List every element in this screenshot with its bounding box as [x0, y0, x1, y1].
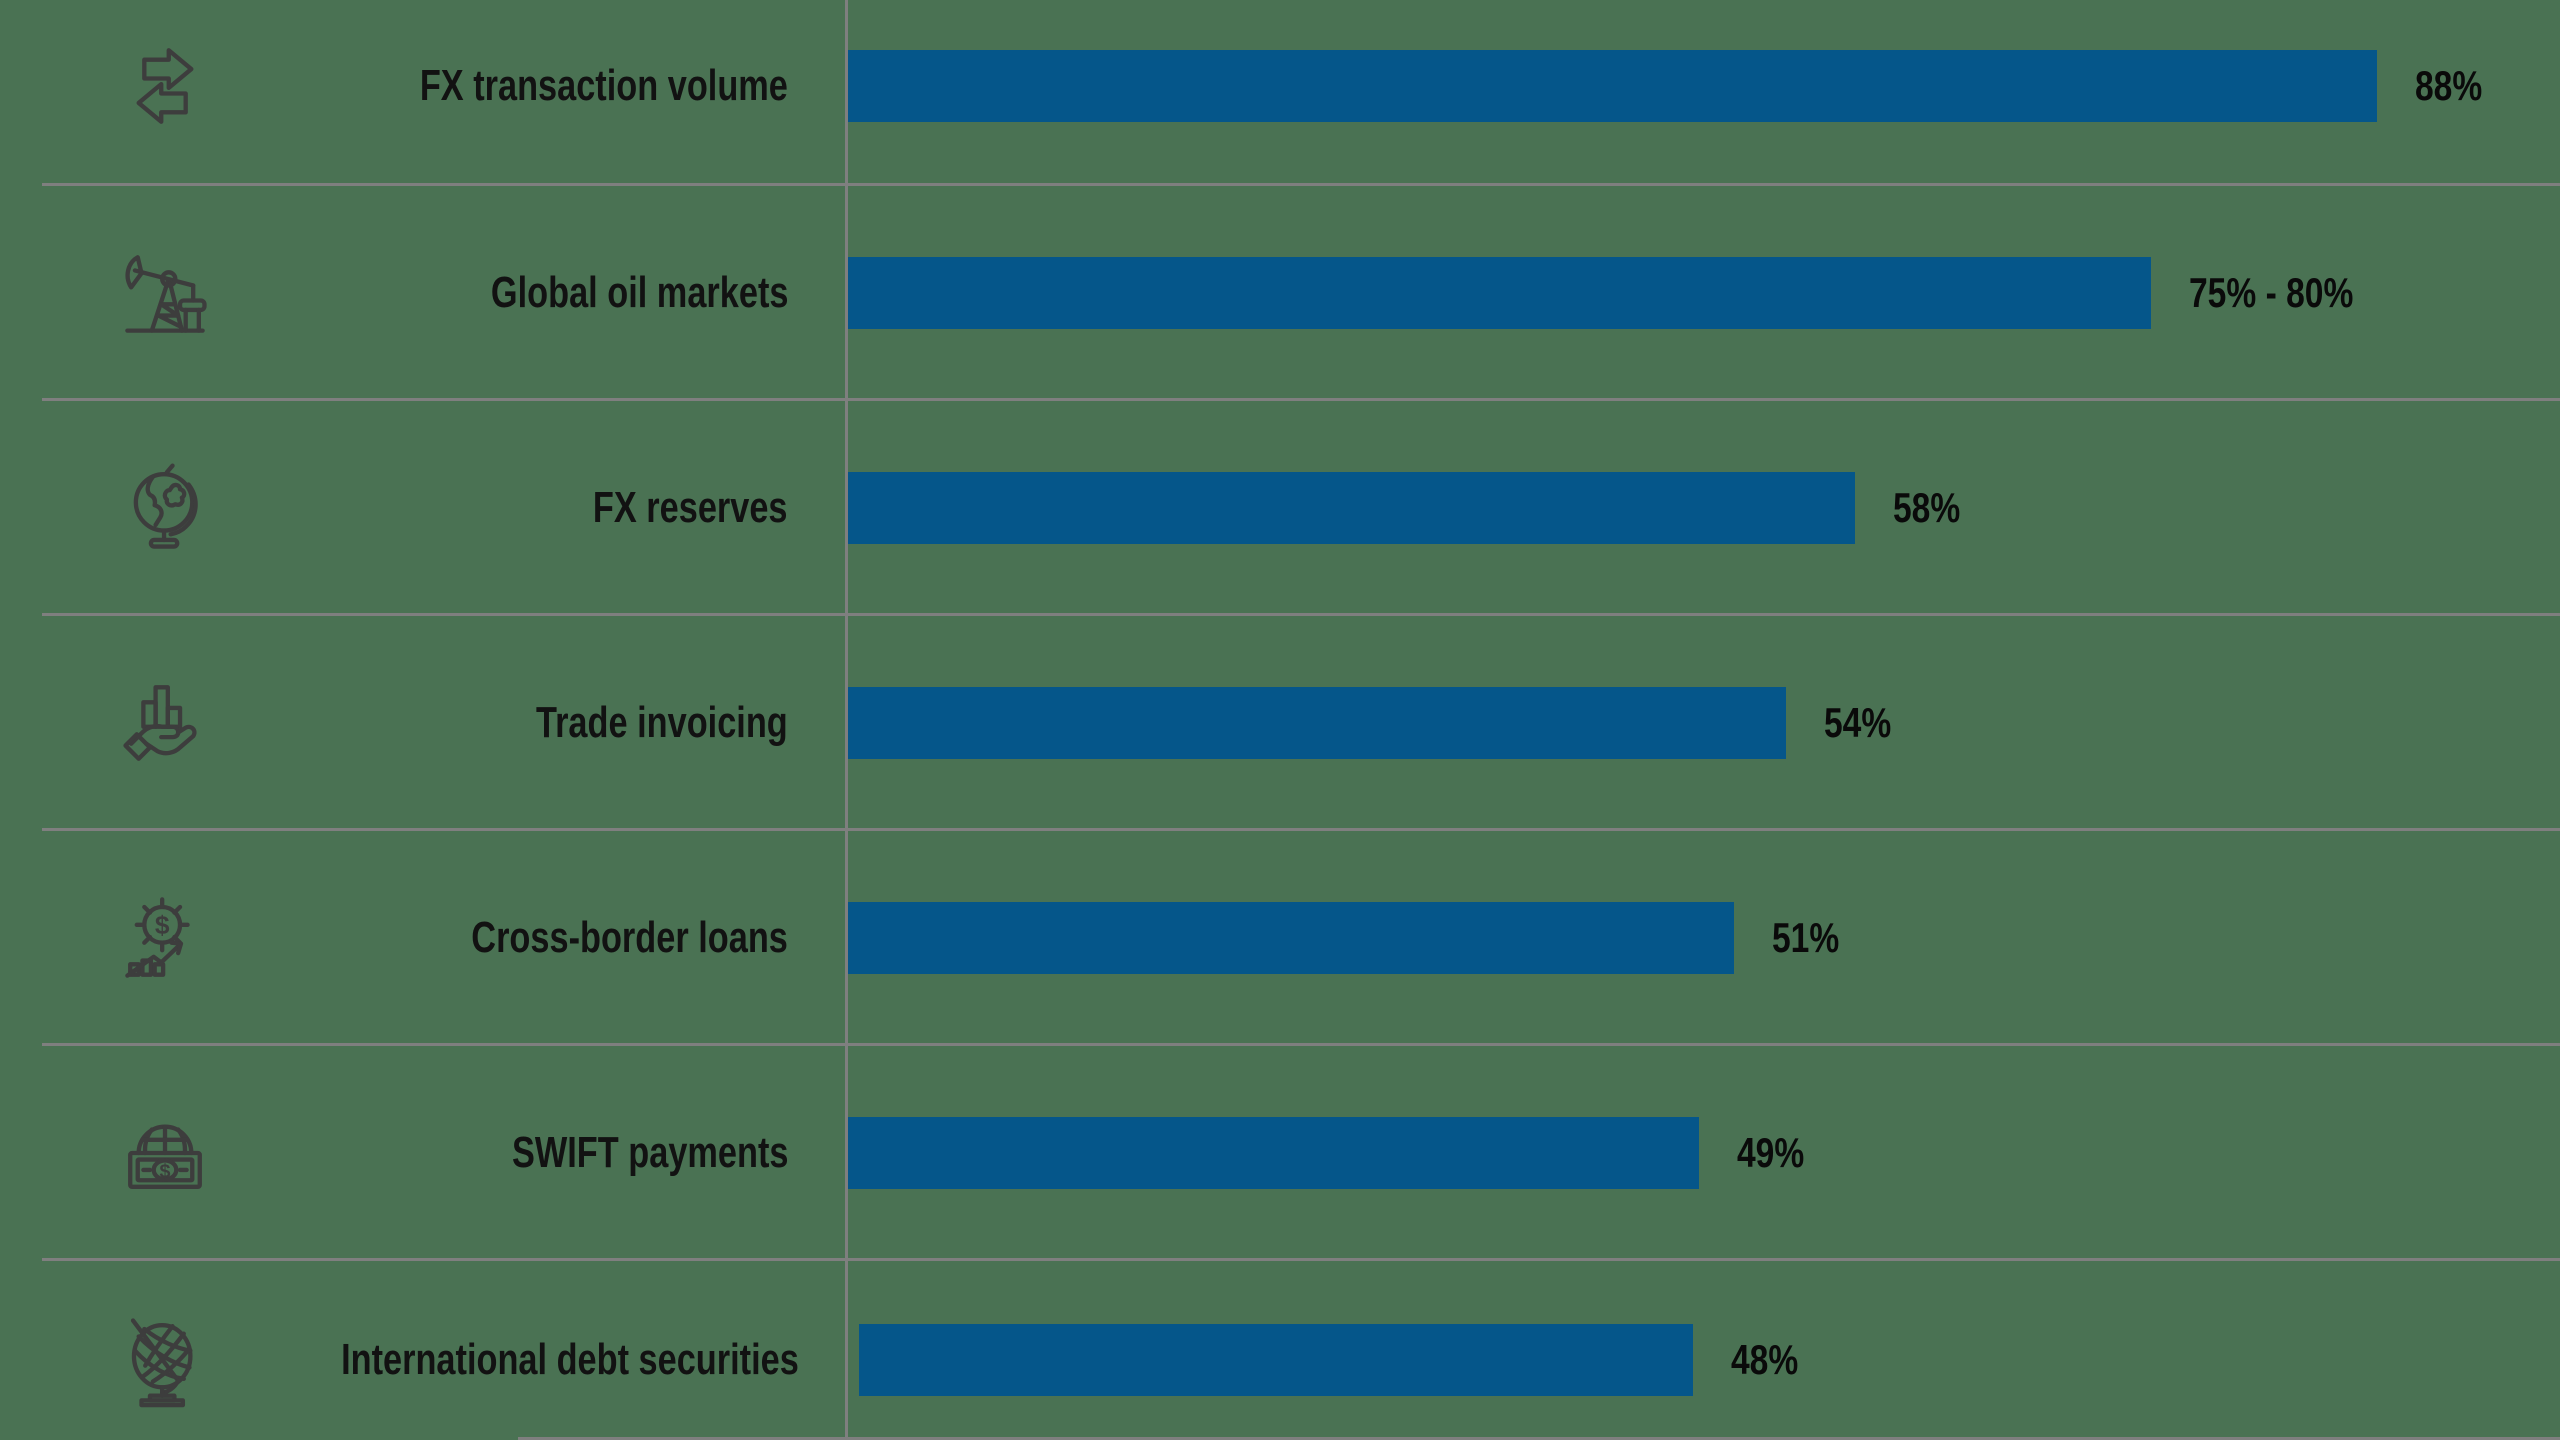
value-label: 75% - 80% [2188, 268, 2354, 316]
svg-text:$: $ [160, 1160, 171, 1182]
bar-cell: 75% - 80% [848, 256, 2560, 329]
bar-cell: 54% [848, 686, 2560, 759]
row-separator [42, 183, 2560, 186]
category-label-cell: Global oil markets [212, 268, 848, 318]
row-separator [42, 828, 2560, 831]
chart-row: FX reserves 58% [0, 400, 2560, 616]
bottom-edge-line [518, 1437, 2560, 1440]
bar-cell: 51% [848, 901, 2560, 974]
chart-row: FX transaction volume 88% [0, 0, 2560, 186]
banknote-globe-icon: $ [0, 1103, 212, 1203]
row-separator [42, 1258, 2560, 1261]
chart-row: International debt securities 48% [0, 1260, 2560, 1440]
bar-cell: 49% [848, 1116, 2560, 1189]
value-label: 48% [1730, 1336, 1798, 1383]
category-label: FX reserves [593, 482, 788, 532]
bar-cell: 88% [848, 49, 2560, 122]
bar [848, 471, 1856, 544]
bar-cell: 58% [848, 471, 2560, 544]
chart-row: $ Cross-border loans 51% [0, 830, 2560, 1046]
category-label: Global oil markets [490, 267, 788, 317]
row-separator [42, 1043, 2560, 1046]
category-label-cell: FX transaction volume [212, 61, 848, 111]
category-label: SWIFT payments [511, 1127, 788, 1177]
category-label: International debt securities [341, 1335, 799, 1384]
category-label: Trade invoicing [536, 697, 788, 747]
category-label-cell: FX reserves [212, 483, 848, 533]
wireframe-globe-icon [0, 1310, 212, 1410]
bar [848, 256, 2151, 329]
category-axis-line [845, 0, 848, 1440]
gear-dollar-growth-icon: $ [0, 888, 212, 988]
value-label: 58% [1893, 483, 1961, 531]
chart-row: $ SWIFT payments 49% [0, 1045, 2560, 1261]
value-label: 51% [1771, 913, 1840, 961]
value-label: 54% [1823, 698, 1892, 746]
row-separator [42, 613, 2560, 616]
category-label: FX transaction volume [419, 60, 788, 110]
value-label: 49% [1737, 1128, 1805, 1176]
svg-text:$: $ [155, 910, 170, 940]
chart-row: Global oil markets 75% - 80% [0, 185, 2560, 401]
category-label-cell: Trade invoicing [212, 698, 848, 748]
bar [848, 49, 2377, 122]
category-label: Cross-border loans [471, 912, 788, 962]
category-label-cell: SWIFT payments [212, 1128, 848, 1178]
bar [848, 686, 1786, 759]
category-label-cell: Cross-border loans [212, 913, 848, 963]
bar [858, 1324, 1693, 1396]
category-label-cell: International debt securities [212, 1335, 859, 1385]
bar [848, 1116, 1700, 1189]
oil-pump-icon [0, 243, 212, 343]
chart-row: Trade invoicing 54% [0, 615, 2560, 831]
desk-globe-icon [0, 458, 212, 558]
hand-bar-chart-icon [0, 673, 212, 773]
exchange-arrows-icon [0, 36, 212, 136]
value-label: 88% [2414, 61, 2482, 109]
bar-cell: 48% [858, 1324, 2560, 1396]
row-separator [42, 398, 2560, 401]
bar [848, 901, 1734, 974]
